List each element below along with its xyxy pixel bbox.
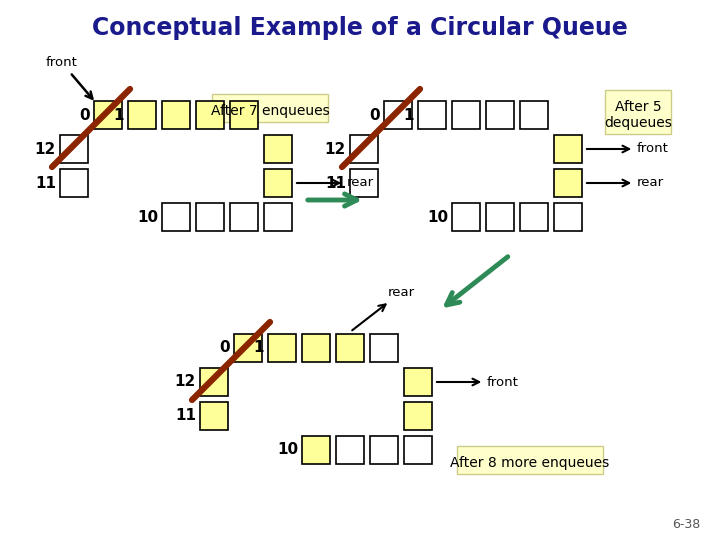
Text: 0: 0 <box>369 107 380 123</box>
Bar <box>404 402 432 430</box>
Bar <box>404 436 432 464</box>
Bar <box>554 203 582 231</box>
Bar <box>554 135 582 163</box>
Text: 10: 10 <box>427 210 448 225</box>
Bar <box>230 101 258 129</box>
Text: 12: 12 <box>35 141 56 157</box>
Bar <box>370 334 398 362</box>
Bar <box>520 101 548 129</box>
Bar <box>350 169 378 197</box>
Bar <box>350 135 378 163</box>
Bar <box>370 436 398 464</box>
Text: 1: 1 <box>253 341 264 355</box>
Text: front: front <box>46 57 92 99</box>
Text: 11: 11 <box>325 176 346 191</box>
Bar <box>606 90 671 134</box>
Text: front: front <box>587 143 669 156</box>
Bar <box>200 402 228 430</box>
Bar <box>384 101 412 129</box>
Text: 11: 11 <box>35 176 56 191</box>
Bar <box>128 101 156 129</box>
Bar <box>302 334 330 362</box>
Text: 11: 11 <box>175 408 196 423</box>
Text: After 5: After 5 <box>615 100 661 114</box>
Bar <box>554 169 582 197</box>
Text: 0: 0 <box>79 107 90 123</box>
Bar <box>520 203 548 231</box>
Bar <box>264 203 292 231</box>
Bar <box>264 169 292 197</box>
Bar <box>457 446 603 474</box>
Bar <box>404 368 432 396</box>
Text: 6-38: 6-38 <box>672 518 700 531</box>
Bar <box>264 135 292 163</box>
Bar <box>418 101 446 129</box>
Bar <box>452 203 480 231</box>
Text: 12: 12 <box>325 141 346 157</box>
Bar <box>452 101 480 129</box>
Bar <box>336 334 364 362</box>
Text: rear: rear <box>297 177 374 190</box>
Bar <box>60 135 88 163</box>
Text: Conceptual Example of a Circular Queue: Conceptual Example of a Circular Queue <box>92 16 628 40</box>
Text: 10: 10 <box>277 442 298 457</box>
Bar <box>162 101 190 129</box>
Text: rear: rear <box>352 286 415 330</box>
Text: 1: 1 <box>403 107 414 123</box>
Bar <box>200 368 228 396</box>
Text: rear: rear <box>587 177 664 190</box>
Bar <box>486 203 514 231</box>
Bar <box>94 101 122 129</box>
Text: 10: 10 <box>137 210 158 225</box>
Text: After 8 more enqueues: After 8 more enqueues <box>451 456 610 470</box>
Text: front: front <box>437 375 519 388</box>
Bar <box>302 436 330 464</box>
Text: dequeues: dequeues <box>604 116 672 130</box>
Bar <box>336 436 364 464</box>
Bar <box>60 169 88 197</box>
Bar <box>212 94 328 122</box>
Bar <box>486 101 514 129</box>
Bar <box>196 101 224 129</box>
Text: 12: 12 <box>175 375 196 389</box>
Bar <box>162 203 190 231</box>
Bar <box>230 203 258 231</box>
Bar <box>196 203 224 231</box>
Bar <box>268 334 296 362</box>
Bar <box>234 334 262 362</box>
Text: 0: 0 <box>220 341 230 355</box>
Text: 1: 1 <box>114 107 124 123</box>
Text: After 7 enqueues: After 7 enqueues <box>211 104 329 118</box>
